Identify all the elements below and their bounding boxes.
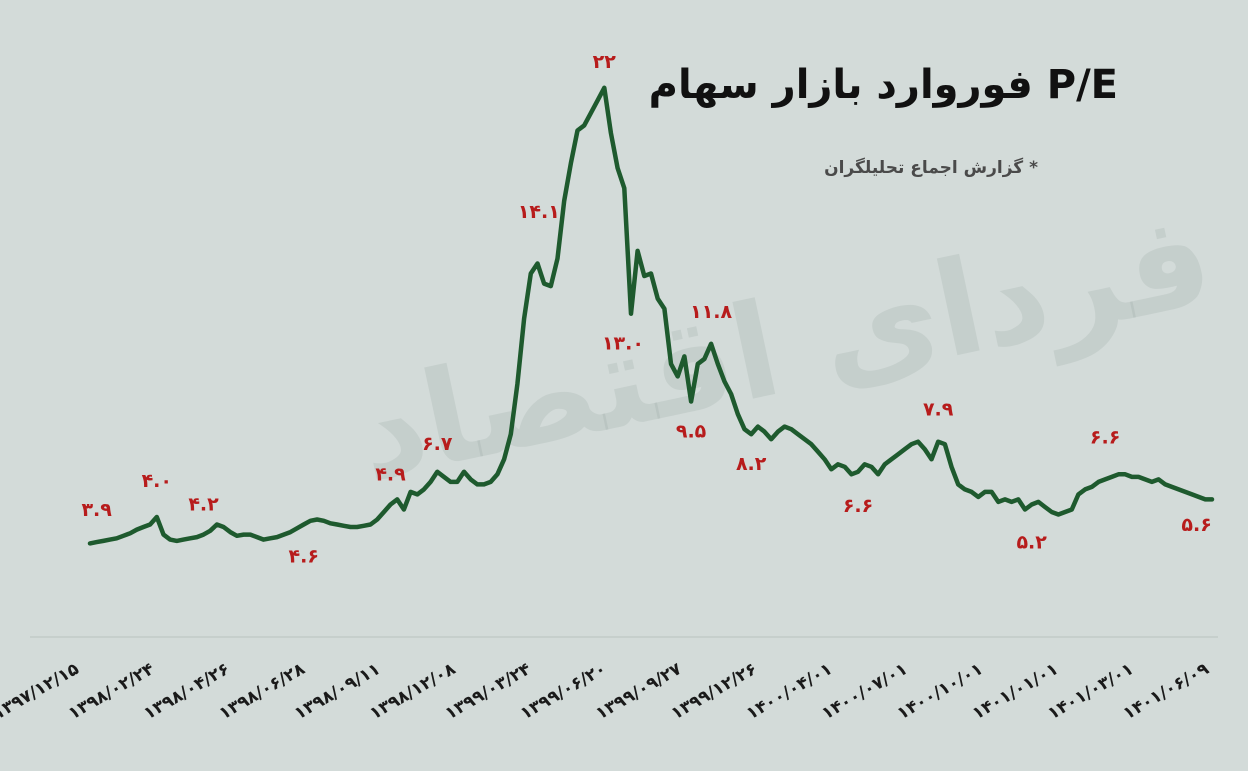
data-label: ۶.۶ — [1090, 426, 1120, 448]
data-label: ۴.۶ — [289, 546, 319, 568]
x-tick-label: ۱۴۰۱/۰۶/۰۹ — [1120, 659, 1213, 724]
data-label: ۹.۵ — [676, 421, 707, 443]
x-axis-ticks: ۱۳۹۷/۱۲/۱۵۱۳۹۸/۰۲/۲۴۱۳۹۸/۰۴/۲۶۱۳۹۸/۰۶/۲۸… — [0, 659, 1213, 724]
data-label: ۱۳.۰ — [602, 333, 644, 355]
data-label: ۱۴.۱ — [518, 201, 560, 223]
data-label: ۲۲ — [593, 51, 617, 73]
data-label: ۳.۹ — [81, 499, 112, 521]
data-label: ۵.۲ — [1016, 531, 1047, 553]
chart-title: P/E فوروارد بازار سهام — [648, 62, 1118, 108]
chart-subtitle: * گزارش اجماع تحلیلگران — [824, 158, 1038, 178]
data-labels: ۳.۹ ۴.۰ ۴.۲ ۴.۶ ۴.۹ ۶.۷ ۱۴.۱ ۲۲ ۱۳.۰ ۹.۵ ۱۱.۸ ۸.۲ ۶.… — [81, 51, 1211, 568]
data-label: ۸.۲ — [736, 453, 767, 475]
data-label: ۶.۶ — [843, 495, 873, 517]
data-label: ۷.۹ — [923, 399, 954, 421]
data-label: ۵.۶ — [1181, 514, 1211, 536]
data-label: ۱۱.۸ — [690, 301, 732, 323]
series-line — [87, 85, 1215, 546]
data-label: ۴.۲ — [188, 494, 219, 516]
data-label: ۴.۹ — [375, 463, 406, 485]
data-label: ۴.۰ — [142, 470, 172, 492]
data-label: ۶.۷ — [422, 433, 453, 455]
